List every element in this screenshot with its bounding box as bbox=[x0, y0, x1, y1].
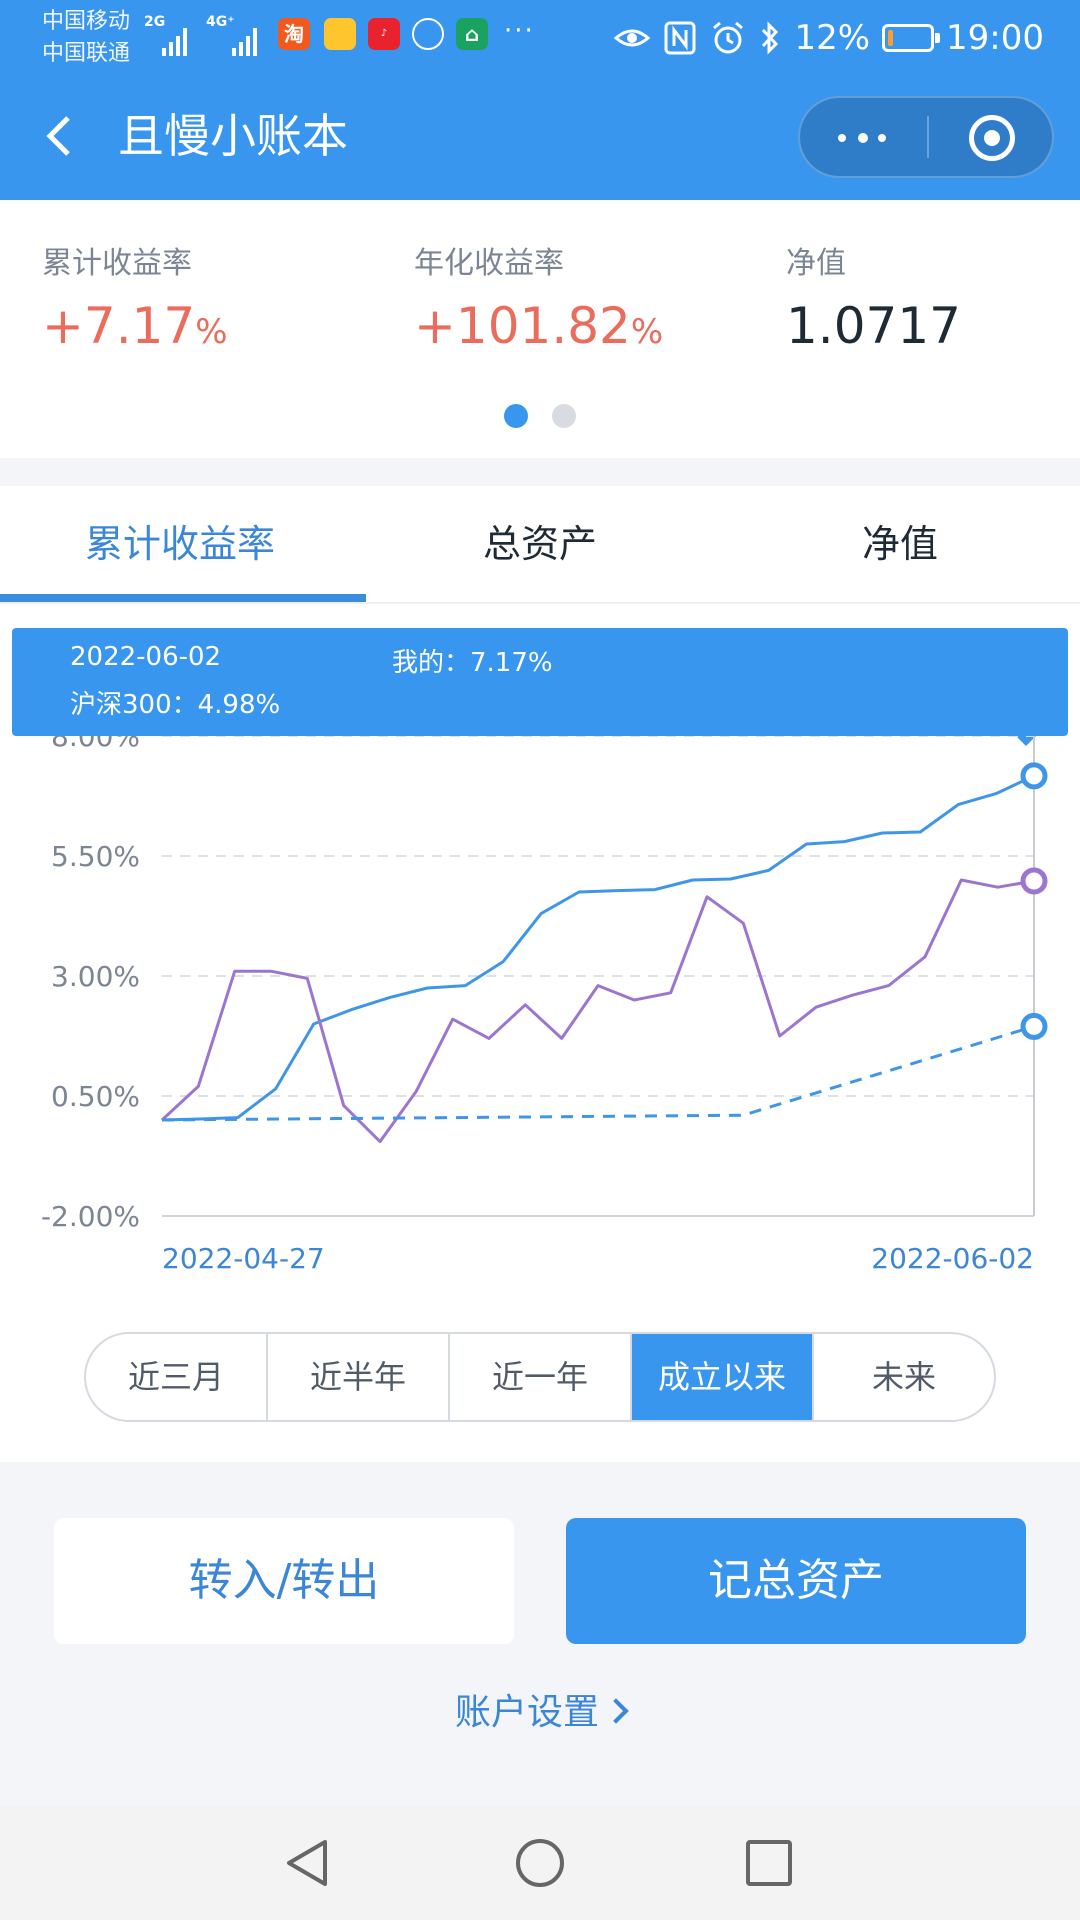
status-right: 12% 19:00 bbox=[614, 14, 1044, 62]
record-assets-button[interactable]: 记总资产 bbox=[566, 1518, 1026, 1644]
files-app-icon bbox=[324, 18, 356, 50]
target-circle-icon[interactable] bbox=[928, 98, 1054, 176]
more-dots-icon[interactable] bbox=[800, 98, 927, 176]
taobao-app-icon: 淘 bbox=[278, 18, 310, 50]
bluetooth-icon bbox=[762, 21, 779, 55]
y-tick-label: -2.00% bbox=[41, 1200, 140, 1233]
tab-cumulative-return[interactable]: 累计收益率 bbox=[84, 522, 275, 566]
chevron-right-icon bbox=[603, 1698, 629, 1724]
carrier-names: 中国移动 中国联通 bbox=[42, 6, 130, 70]
account-settings-label: 账户设置 bbox=[454, 1692, 599, 1733]
metric-unit: % bbox=[630, 312, 664, 352]
series-end-marker bbox=[1020, 1012, 1048, 1040]
alarm-icon bbox=[713, 21, 744, 54]
range-1-year[interactable]: 近一年 bbox=[450, 1334, 632, 1420]
tooltip-caret bbox=[1016, 736, 1036, 746]
series-end-marker bbox=[1020, 762, 1048, 790]
eye-icon bbox=[614, 29, 651, 47]
pager-dots[interactable] bbox=[0, 404, 1080, 428]
signal-icon: 2G bbox=[144, 14, 196, 56]
range-3-months[interactable]: 近三月 bbox=[86, 1334, 268, 1420]
battery-icon bbox=[882, 24, 941, 52]
metric-value: 1.0717 bbox=[786, 297, 961, 355]
tab-indicator bbox=[0, 594, 366, 602]
music-app-icon: ♪ bbox=[368, 18, 400, 50]
nfc-icon bbox=[664, 21, 696, 55]
y-tick-label: 3.00% bbox=[51, 960, 140, 993]
metric-label: 年化收益率 bbox=[414, 246, 564, 281]
metric-value: +7.17% bbox=[42, 296, 228, 362]
mini-program-capsule bbox=[798, 96, 1054, 178]
chart-card: 累计收益率 总资产 净值 2022-06-02 我的：7.17% 沪深300：4… bbox=[0, 486, 1080, 1462]
x-tick-label: 2022-06-02 bbox=[871, 1242, 1034, 1275]
carrier-1: 中国移动 bbox=[42, 9, 131, 34]
nav-bar: 且慢小账本 bbox=[0, 76, 1080, 200]
series-line bbox=[160, 878, 1035, 1144]
chart-tabs: 累计收益率 总资产 净值 bbox=[0, 486, 1080, 604]
signal-2-label: 4G⁺ bbox=[206, 14, 235, 30]
chart-tooltip: 2022-06-02 我的：7.17% 沪深300：4.98% bbox=[12, 628, 1068, 746]
summary-card: 累计收益率 +7.17% 年化收益率 +101.82% 净值 1.0717 bbox=[0, 200, 1080, 458]
range-since-inception[interactable]: 成立以来 bbox=[632, 1334, 814, 1420]
y-tick-label: 5.50% bbox=[51, 840, 140, 873]
signal-1-label: 2G bbox=[144, 14, 166, 30]
tooltip-mine: 我的：7.17% bbox=[392, 648, 553, 678]
metric-annualized-return: 年化收益率 +101.82% bbox=[414, 244, 663, 362]
tooltip-date: 2022-06-02 bbox=[70, 642, 222, 672]
y-tick-label: 0.50% bbox=[51, 1080, 140, 1113]
series-line bbox=[161, 1024, 1035, 1122]
metric-value: +101.82% bbox=[414, 296, 663, 362]
metric-cumulative-return: 累计收益率 +7.17% bbox=[42, 244, 228, 362]
metric-unit: % bbox=[195, 312, 228, 352]
series-end-marker bbox=[1020, 867, 1048, 895]
y-tick-label: 8.00% bbox=[51, 736, 140, 753]
range-6-months[interactable]: 近半年 bbox=[268, 1334, 450, 1420]
pager-dot[interactable] bbox=[504, 404, 528, 428]
range-future[interactable]: 未来 bbox=[871, 1358, 936, 1396]
shield-app-icon bbox=[412, 18, 444, 50]
more-notifications-indicator: ··· bbox=[504, 16, 535, 46]
metric-number: +101.82 bbox=[414, 297, 631, 355]
metric-label: 净值 bbox=[786, 246, 846, 281]
carrier-2: 中国联通 bbox=[42, 41, 131, 66]
top-bar: 中国移动 中国联通 2G 4G⁺ 淘 ♪ ⌂ ··· 12% 19:00 且慢小… bbox=[0, 0, 1080, 200]
status-time: 19:00 bbox=[946, 18, 1044, 58]
tab-total-assets[interactable]: 总资产 bbox=[482, 522, 597, 566]
x-tick-label: 2022-04-27 bbox=[162, 1242, 325, 1275]
account-settings-link[interactable]: 账户设置 bbox=[0, 1688, 1080, 1738]
signal-icon: 4G⁺ bbox=[206, 14, 266, 56]
series-line bbox=[161, 774, 1035, 1122]
metric-number: +7.17 bbox=[42, 297, 196, 355]
home-app-icon: ⌂ bbox=[456, 18, 488, 50]
battery-percent: 12% bbox=[794, 18, 871, 58]
capsule-divider bbox=[927, 116, 929, 158]
chevron-left-icon[interactable] bbox=[40, 112, 80, 160]
status-bar: 中国移动 中国联通 2G 4G⁺ 淘 ♪ ⌂ ··· 12% 19:00 bbox=[0, 0, 1080, 76]
system-nav-bar bbox=[0, 1806, 1080, 1920]
range-selector: 近三月 近半年 近一年 成立以来 未来 bbox=[84, 1332, 996, 1422]
home-circle-icon[interactable] bbox=[513, 1836, 567, 1890]
return-chart[interactable]: 8.00% 5.50% 3.00% 0.50% -2.00% 2022-04-27 2022… bbox=[0, 736, 1080, 1296]
metric-net-value: 净值 1.0717 bbox=[786, 244, 961, 356]
tab-net-value[interactable]: 净值 bbox=[861, 522, 938, 566]
back-triangle-icon[interactable] bbox=[281, 1836, 335, 1890]
battery-fill bbox=[888, 30, 894, 46]
recents-square-icon[interactable] bbox=[742, 1836, 796, 1890]
metric-label: 累计收益率 bbox=[42, 246, 192, 281]
page-title: 且慢小账本 bbox=[118, 109, 348, 163]
tooltip-benchmark: 沪深300：4.98% bbox=[70, 690, 281, 720]
transfer-button[interactable]: 转入/转出 bbox=[54, 1518, 514, 1644]
pager-dot[interactable] bbox=[552, 404, 576, 428]
